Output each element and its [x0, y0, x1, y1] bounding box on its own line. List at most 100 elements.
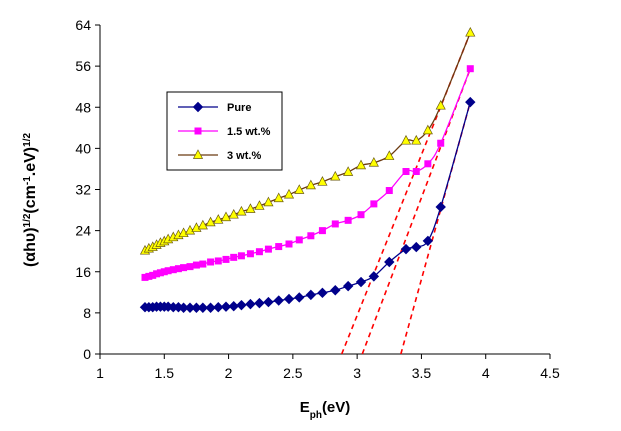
data-point: [254, 297, 265, 309]
data-point: [207, 258, 215, 266]
data-point: [344, 216, 352, 224]
data-point: [236, 205, 247, 216]
data-point: [355, 276, 367, 288]
data-point: [343, 166, 354, 176]
data-point: [294, 292, 305, 303]
data-point: [368, 271, 380, 282]
data-point: [318, 227, 326, 235]
legend-entry: 3 wt.%: [227, 150, 261, 162]
data-point: [384, 150, 395, 160]
y-tick-label: 16: [75, 264, 91, 280]
data-point: [228, 300, 239, 312]
y-tick-label: 32: [75, 182, 91, 198]
data-point: [264, 245, 272, 253]
data-point: [192, 261, 200, 269]
y-tick-label: 64: [75, 17, 91, 33]
data-point: [178, 227, 189, 238]
data-point: [245, 203, 256, 213]
data-point: [145, 272, 153, 280]
data-point: [191, 222, 202, 232]
data-point: [435, 99, 446, 110]
y-tick-label: 40: [75, 140, 91, 156]
data-point: [213, 214, 224, 224]
data-point: [411, 241, 422, 253]
data-point: [422, 124, 433, 135]
data-point: [465, 26, 476, 37]
data-point: [273, 192, 284, 203]
data-point: [285, 240, 293, 248]
data-point: [156, 269, 164, 277]
y-tick-label: 24: [75, 223, 91, 239]
y-tick-label: 0: [83, 346, 91, 362]
data-point: [294, 184, 305, 194]
data-point: [435, 201, 446, 213]
x-tick-label: 4.5: [540, 365, 560, 381]
axes: 1 1.5 2 2.5 3 3.5 4 4.5 0 8 16 24 32 40 48 56 64: [75, 17, 560, 381]
data-point: [153, 270, 161, 278]
data-point: [237, 252, 245, 260]
data-point: [222, 255, 230, 263]
data-point: [141, 273, 149, 281]
data-point: [330, 285, 341, 296]
data-point: [465, 96, 476, 108]
legend-marker: [192, 101, 204, 113]
legend-entry: Pure: [227, 102, 251, 114]
series-group: [139, 26, 476, 313]
y-tick-label: 48: [75, 99, 91, 115]
data-point: [370, 200, 378, 208]
x-tick-label: 2.5: [283, 365, 303, 381]
data-point: [263, 296, 274, 308]
data-point: [411, 134, 422, 145]
legend-marker: [192, 149, 204, 159]
data-point: [214, 257, 222, 265]
legend: Pure 1.5 wt.% 3 wt.%: [166, 91, 283, 171]
data-point: [197, 219, 208, 230]
x-tick-label: 1: [96, 365, 104, 381]
x-tick-label: 2: [225, 365, 233, 381]
data-point: [149, 271, 157, 279]
data-point: [174, 265, 182, 273]
data-point: [412, 168, 420, 176]
data-point: [180, 264, 188, 272]
data-point: [228, 208, 239, 219]
data-point: [255, 248, 263, 256]
y-axis-label: (αhυ)1/2(cm-1.eV)1/2: [22, 133, 40, 268]
data-point: [246, 250, 254, 258]
data-point: [230, 253, 238, 261]
data-point: [275, 243, 283, 251]
data-point: [169, 266, 177, 274]
data-point: [245, 298, 256, 310]
data-point: [437, 139, 445, 147]
data-point: [254, 200, 265, 210]
data-point: [184, 224, 196, 235]
data-point: [295, 236, 303, 244]
data-point: [236, 299, 247, 311]
x-axis-label: Eph(eV): [300, 399, 351, 421]
data-point: [199, 260, 207, 268]
data-point: [283, 188, 295, 199]
data-point: [220, 301, 232, 312]
y-tick-label: 8: [83, 305, 91, 321]
data-point: [400, 243, 412, 255]
x-tick-label: 1.5: [155, 365, 175, 381]
x-tick-label: 3: [353, 365, 361, 381]
data-point: [317, 287, 328, 299]
data-point: [466, 65, 474, 73]
data-point: [213, 302, 224, 313]
x-tick-label: 4: [482, 365, 490, 381]
data-point: [205, 216, 216, 227]
data-point: [186, 263, 194, 271]
x-tick-label: 3.5: [412, 365, 432, 381]
data-point: [205, 302, 216, 313]
data-point: [331, 220, 339, 228]
data-point: [283, 293, 295, 305]
data-point: [368, 157, 379, 167]
data-point: [197, 302, 209, 313]
legend-entry: 1.5 wt.%: [227, 126, 271, 138]
data-point: [220, 211, 232, 222]
data-point: [305, 179, 316, 190]
data-point: [342, 280, 354, 292]
data-point: [330, 170, 341, 181]
data-point: [307, 232, 315, 240]
data-point: [305, 289, 317, 301]
